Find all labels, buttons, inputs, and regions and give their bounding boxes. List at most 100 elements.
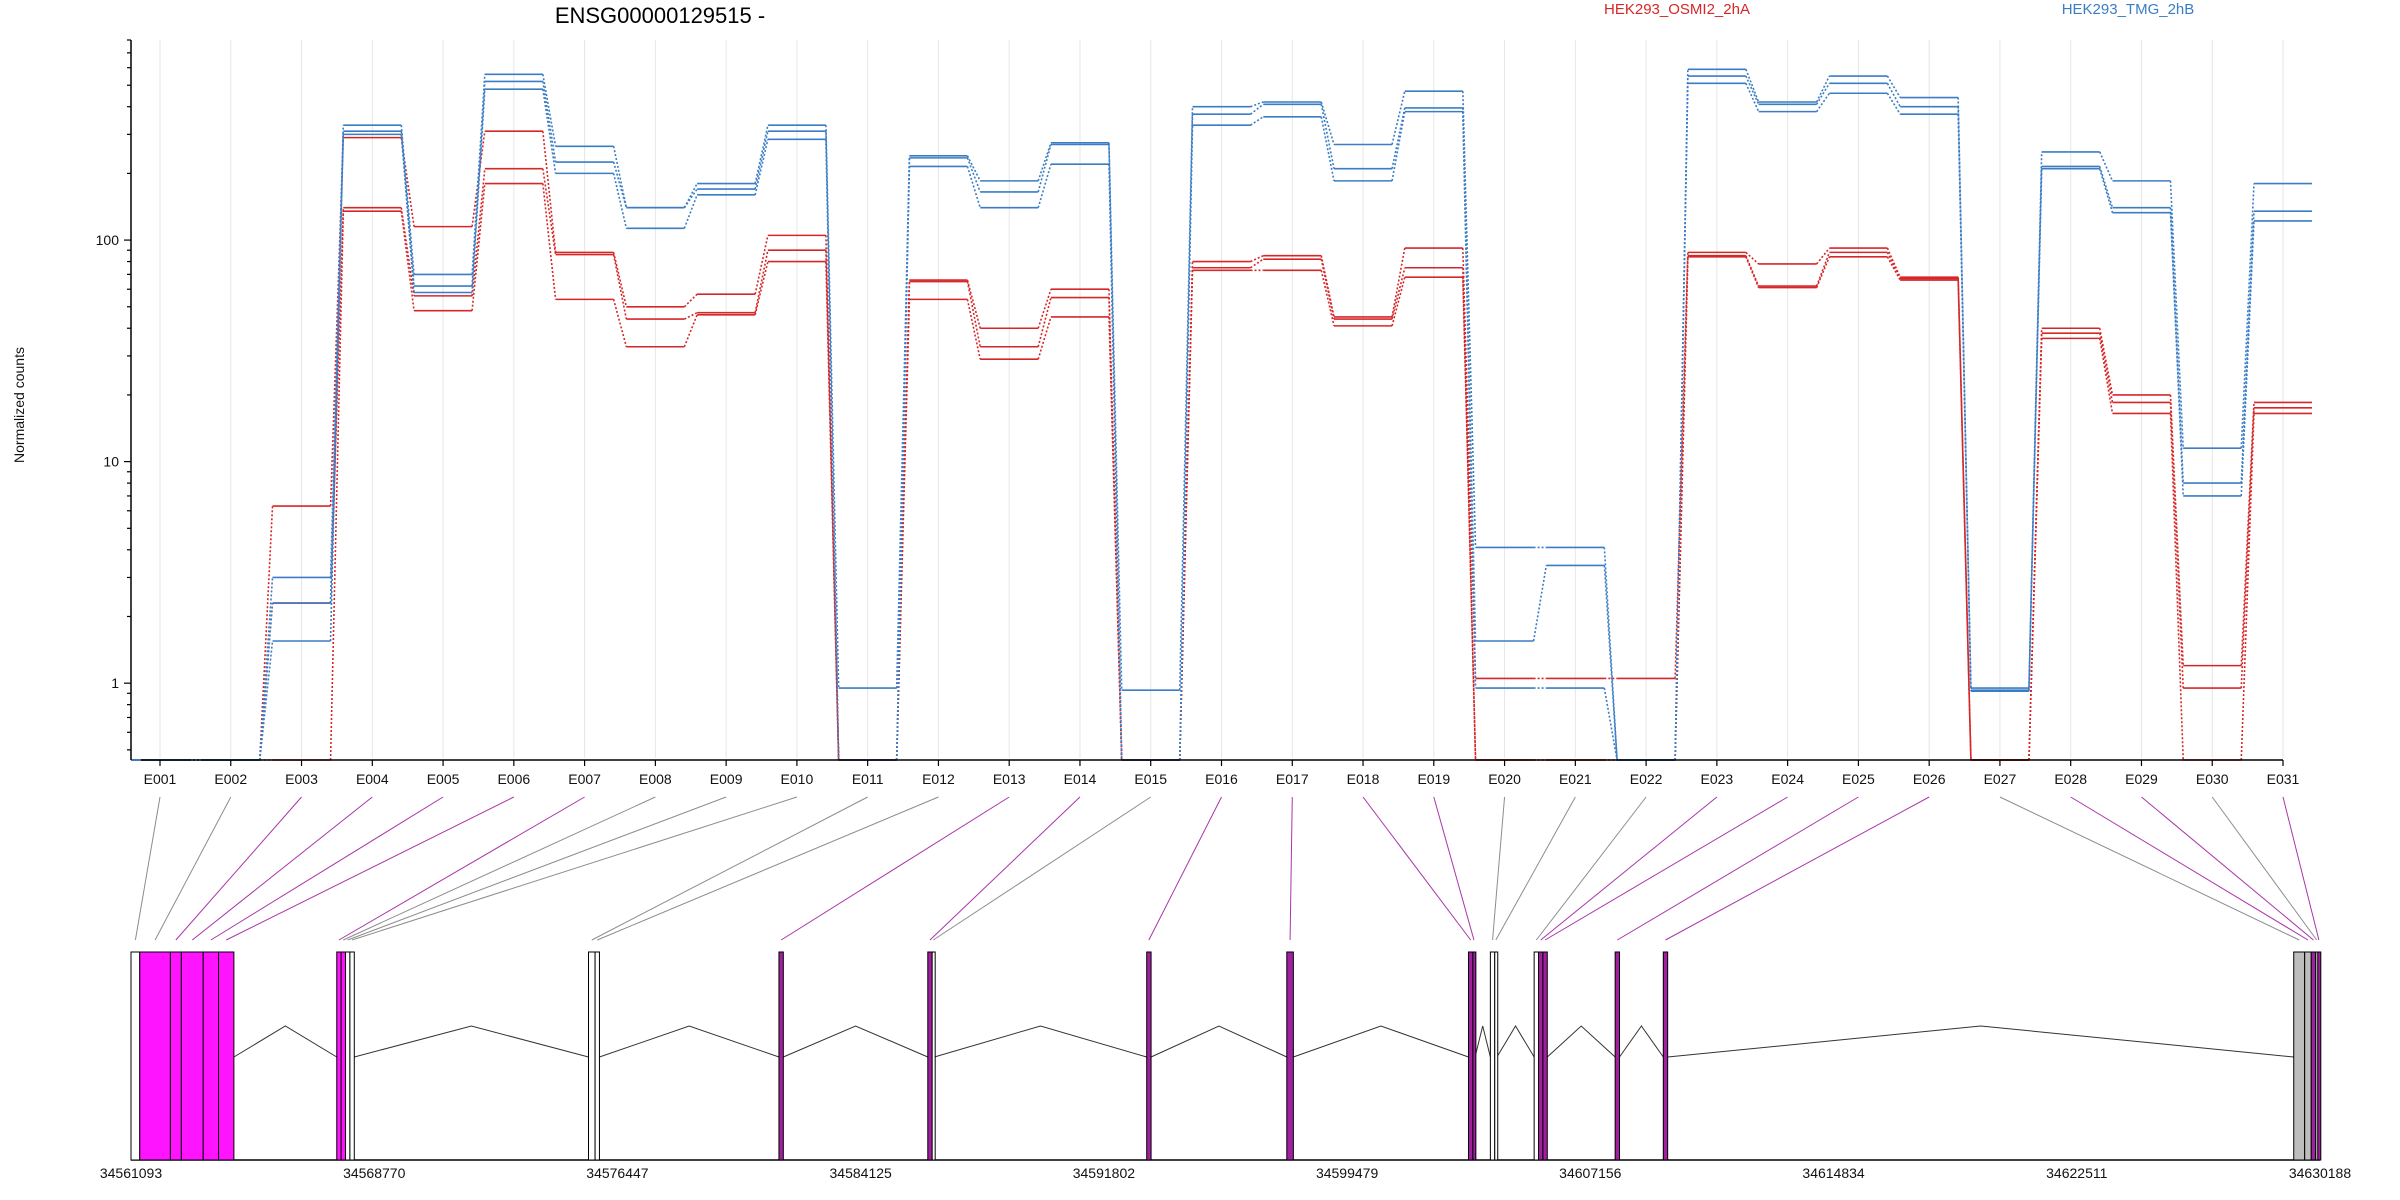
x-tick-label-e017: E017 bbox=[1276, 771, 1309, 787]
data-transition bbox=[1674, 83, 1689, 761]
data-transition bbox=[1745, 75, 1760, 105]
exon-block-e013 bbox=[778, 951, 784, 1161]
data-transition bbox=[1886, 82, 1901, 108]
data-transition bbox=[1391, 111, 1406, 182]
data-transition bbox=[612, 254, 628, 320]
exon-connector-e026 bbox=[1665, 796, 1930, 941]
gene-coordinate-label-2: 34576447 bbox=[586, 1165, 649, 1181]
exon-connector-e031 bbox=[2282, 796, 2320, 941]
gene-coordinate-label-3: 34584125 bbox=[830, 1165, 893, 1181]
x-tick-label-e025: E025 bbox=[1842, 771, 1875, 787]
exon-connector-e011 bbox=[591, 796, 868, 941]
data-transition bbox=[1745, 69, 1760, 103]
data-transition bbox=[2098, 338, 2114, 414]
data-transition bbox=[1037, 297, 1052, 347]
data-transition bbox=[966, 279, 981, 329]
data-transition bbox=[1816, 247, 1831, 265]
data-transition bbox=[2098, 166, 2114, 208]
data-transition bbox=[542, 81, 557, 163]
x-tick-label-e022: E022 bbox=[1630, 771, 1663, 787]
exon-connector-e014 bbox=[929, 796, 1081, 941]
data-transition bbox=[1886, 256, 1901, 281]
data-transition bbox=[2028, 168, 2043, 692]
legend-entry-osmi2: HEK293_OSMI2_2hA bbox=[1604, 1, 1750, 18]
data-transition bbox=[2169, 180, 2185, 449]
data-transition bbox=[1037, 163, 1052, 208]
data-transition bbox=[1957, 114, 1972, 692]
data-transition bbox=[2240, 220, 2255, 496]
exon-connector-e004 bbox=[191, 796, 373, 941]
data-transition bbox=[329, 211, 345, 761]
gene-coordinate-label-9: 34630188 bbox=[2289, 1165, 2352, 1181]
data-transition bbox=[329, 134, 345, 642]
data-transition bbox=[2098, 333, 2114, 403]
exon-connector-e002 bbox=[154, 796, 232, 941]
exon-block-e017 bbox=[1286, 951, 1294, 1161]
x-tick-label-e011: E011 bbox=[852, 771, 884, 787]
data-transition bbox=[1674, 252, 1689, 679]
exon-block-e021 bbox=[1494, 951, 1499, 1161]
data-transition bbox=[1886, 252, 1901, 279]
intron-line bbox=[1474, 1025, 1491, 1058]
data-transition bbox=[1250, 258, 1264, 269]
data-transition bbox=[1320, 116, 1335, 182]
data-transition bbox=[754, 139, 769, 196]
exon-block-e010 bbox=[349, 951, 355, 1161]
data-transition bbox=[612, 299, 628, 347]
x-tick-label-e003: E003 bbox=[285, 771, 318, 787]
x-tick-label-e024: E024 bbox=[1771, 771, 1804, 787]
exon-block-e007 bbox=[336, 951, 342, 1161]
x-tick-label-e009: E009 bbox=[710, 771, 743, 787]
data-transition bbox=[1462, 91, 1477, 548]
data-transition bbox=[329, 131, 345, 604]
y-axis-label: Normalized counts bbox=[11, 347, 27, 463]
exon-connector-e003 bbox=[175, 796, 302, 941]
data-transition bbox=[612, 252, 628, 307]
data-transition bbox=[683, 314, 698, 348]
data-transition bbox=[966, 281, 981, 347]
data-transition bbox=[2240, 183, 2255, 449]
data-transition bbox=[542, 74, 557, 147]
data-transition bbox=[1674, 256, 1689, 761]
data-transition bbox=[895, 281, 911, 761]
data-transition bbox=[1815, 82, 1831, 105]
exon-connector-e016 bbox=[1148, 796, 1222, 941]
exon-block-e024 bbox=[1542, 951, 1548, 1161]
intron-line bbox=[1619, 1025, 1664, 1058]
data-transition bbox=[1603, 547, 1618, 761]
intron-line bbox=[1546, 1025, 1616, 1058]
exon-connector-e021 bbox=[1495, 796, 1576, 941]
data-transition bbox=[400, 207, 415, 296]
data-transition bbox=[400, 125, 415, 275]
x-tick-label-e026: E026 bbox=[1913, 771, 1946, 787]
data-transition bbox=[1320, 270, 1335, 327]
data-transition bbox=[2240, 413, 2255, 761]
exon-block-e012 bbox=[594, 951, 600, 1161]
data-transition bbox=[1532, 565, 1548, 642]
gene-coordinate-label-8: 34622511 bbox=[2046, 1165, 2107, 1181]
y-tick-label-1: 10 bbox=[103, 454, 119, 470]
x-tick-label-e030: E030 bbox=[2196, 771, 2229, 787]
data-transition bbox=[1886, 75, 1901, 98]
exon-connector-e028 bbox=[2070, 796, 2309, 941]
exon-block-e003 bbox=[169, 951, 182, 1161]
x-tick-label-e028: E028 bbox=[2054, 771, 2087, 787]
data-transition bbox=[612, 173, 628, 229]
gene-coordinate-label-1: 34568770 bbox=[343, 1165, 406, 1181]
exon-connector-e020 bbox=[1492, 796, 1506, 941]
data-transition bbox=[683, 293, 698, 308]
x-tick-label-e018: E018 bbox=[1347, 771, 1380, 787]
exon-connector-e023 bbox=[1540, 796, 1718, 941]
exon-block-e019 bbox=[1472, 951, 1477, 1161]
intron-line bbox=[1667, 1025, 2294, 1058]
data-transition bbox=[1391, 267, 1406, 320]
data-transition bbox=[1320, 259, 1335, 320]
intron-line bbox=[1496, 1025, 1535, 1058]
data-transition bbox=[1957, 278, 1972, 761]
data-transition bbox=[1815, 75, 1831, 103]
data-transition bbox=[1462, 111, 1477, 689]
exon-block-e011 bbox=[588, 951, 596, 1161]
data-transition bbox=[1037, 144, 1052, 193]
exon-connector-e029 bbox=[2141, 796, 2314, 941]
